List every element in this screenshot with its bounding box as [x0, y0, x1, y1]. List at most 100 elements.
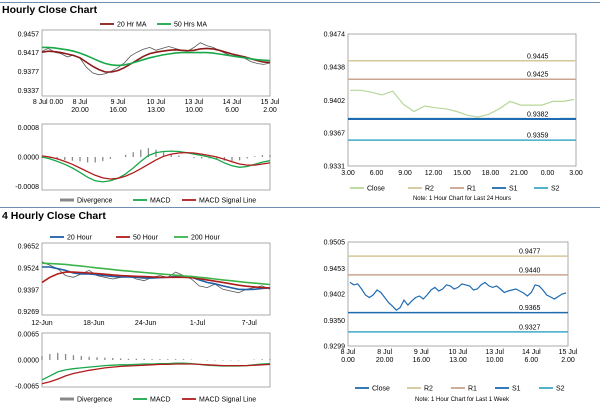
4h-levels-legend-s2-label: S2 [556, 386, 565, 393]
hourly-levels-level-bg-S2 [526, 130, 560, 140]
hourly-levels-ytick-4: 0.9331 [324, 164, 346, 171]
section-title-hourly: Hourly Close Chart [2, 4, 98, 16]
hourly-price-xtick2-2: 16.00 [109, 107, 127, 114]
4h-levels-level-label-S1: 0.9365 [519, 305, 541, 312]
hourly-price-legend-50hrs-label: 50 Hrs MA [174, 22, 207, 29]
4h-levels-xtick-5: 14 Jul [522, 349, 541, 356]
hourly-levels-xtick-7: 0.00 [541, 170, 555, 177]
hourly-levels-xtick-4: 15.00 [453, 170, 471, 177]
hourly-levels-level-label-S2: 0.9359 [527, 133, 549, 140]
hourly-levels-xtick-1: 6.00 [370, 170, 384, 177]
4h-levels-note: Note: 1 Hour Chart for Last 1 Week [415, 397, 510, 403]
4h-price-legend-20hour-label: 20 Hour [67, 235, 93, 242]
hourly-macd-series-0 [41, 150, 271, 183]
hourly-price-xtick-6: 15 Jul [261, 99, 280, 106]
4h-levels-frame [347, 241, 569, 347]
hourly-price-series-2 [42, 46, 271, 67]
hourly-price-series-0 [41, 42, 271, 76]
hourly-levels-frame [347, 33, 577, 167]
4h-levels-ytick-2: 0.9402 [324, 292, 346, 299]
4h-levels-xtick2-1: 20.00 [376, 357, 394, 364]
4h-levels-ytick-1: 0.9453 [324, 266, 346, 273]
4h-levels-xtick2-2: 16.00 [413, 357, 431, 364]
hourly-macd-ytick-1: 0.0000 [18, 155, 40, 162]
4h-levels-legend-s1-label: S1 [512, 386, 521, 393]
hourly-price-series-1 [41, 47, 271, 73]
4h-price-frame [41, 242, 271, 316]
hourly-price-ytick-2: 0.9377 [18, 69, 40, 76]
4h-price-legend-200hour-label: 200 Hour [191, 235, 220, 242]
hourly-levels-level-bg-R1 [526, 69, 560, 79]
hourly-levels-level-label-S1: 0.9382 [527, 111, 549, 118]
hourly-levels-ytick-2: 0.9402 [324, 98, 346, 105]
hourly-levels-level-label-R1: 0.9425 [527, 72, 549, 79]
hourly-macd-legend-divergence-label: Divergence [77, 198, 113, 205]
4h-price-series-2 [41, 271, 271, 289]
hourly-price-xtick2-1: 20.00 [71, 107, 89, 114]
hourly-levels-xtick-6: 21.00 [510, 170, 528, 177]
4h-price-series-1 [42, 266, 271, 291]
hourly-levels-xtick-2: 9.00 [398, 170, 412, 177]
hourly-price-xtick-5: 14 Jul [223, 99, 242, 106]
hourly-price-xtick2-3: 13.00 [147, 107, 165, 114]
hourly-price-ytick-0: 0.9457 [18, 31, 40, 38]
4h-price-xtick-2: 24-Jun [135, 320, 157, 327]
hourly-macd-legend-macd-label: MACD [150, 198, 171, 205]
4h-levels-level-label-R2: 0.9477 [519, 249, 541, 256]
4h-macd-series-1 [41, 363, 271, 385]
hourly-price-ytick-1: 0.9417 [18, 50, 40, 57]
4h-macd-legend-macd-label: MACD [150, 397, 171, 404]
hourly-levels-xtick-8: 3.00 [569, 170, 583, 177]
4h-price-ytick-2: 0.9397 [18, 287, 40, 294]
4h-macd-frame [41, 332, 271, 388]
4h-price-ytick-3: 0.9269 [18, 309, 40, 316]
4h-levels-ytick-3: 0.9350 [324, 318, 346, 325]
hourly-price-xtick-3: 10 Jul [147, 99, 166, 106]
4h-levels-xtick-3: 10 Jul [449, 349, 468, 356]
4h-levels-close-line [349, 281, 567, 311]
hourly-price-legend-20hr-label: 20 Hr MA [117, 22, 147, 29]
4h-price-xtick-4: 7-Jul [242, 320, 258, 327]
4h-levels-legend-close-label: Close [372, 386, 390, 393]
4h-price-xtick-0: 12-Jun [31, 320, 53, 327]
4h-macd-ytick-2: -0.0065 [15, 383, 39, 390]
hourly-levels-note: Note: 1 Hour Chart for Last 24 Hours [413, 196, 511, 202]
4h-levels-xtick2-6: 2.00 [561, 357, 575, 364]
hourly-macd-series-1 [41, 151, 271, 180]
4h-price-xtick-3: 1-Jul [190, 320, 206, 327]
4h-levels-ytick-4: 0.9299 [324, 344, 346, 351]
4h-macd-ytick-0: 0.0065 [18, 332, 40, 339]
4h-price-xtick-1: 18-Jun [83, 320, 105, 327]
4h-levels-xtick2-3: 13.00 [449, 357, 467, 364]
4h-levels-level-bg-S2 [518, 321, 552, 331]
hourly-levels-legend-s2-label: S2 [551, 186, 560, 193]
4h-levels-legend-r2-label: R2 [424, 386, 433, 393]
4h-levels-xtick-0: 8 Jul [341, 349, 356, 356]
hourly-macd-legend-signal-label: MACD Signal Line [199, 198, 256, 205]
4h-levels-level-bg-R2 [518, 246, 552, 256]
mid-rule [0, 207, 600, 208]
4h-levels-xtick-1: 8 Jul [377, 349, 392, 356]
hourly-price-xtick-1: 8 Jul [73, 99, 88, 106]
4h-price-ytick-1: 0.9524 [18, 266, 40, 273]
hourly-price-xtick2-6: 2.00 [263, 107, 277, 114]
hourly-levels-legend-s1-label: S1 [509, 186, 518, 193]
hourly-price-xtick2-5: 6.00 [225, 107, 239, 114]
hourly-levels-level-bg-R2 [526, 50, 560, 60]
4h-price-ytick-0: 0.9652 [18, 244, 40, 251]
hourly-levels-level-bg-S1 [526, 108, 560, 118]
4h-macd-ytick-1: 0.0000 [18, 358, 40, 365]
4h-price-legend-50hour-label: 50 Hour [133, 235, 159, 242]
4h-levels-xtick-6: 15 Jul [559, 349, 578, 356]
hourly-price-xtick2-4: 10.00 [185, 107, 203, 114]
4h-levels-legend-r1-label: R1 [468, 386, 477, 393]
hourly-macd-ytick-2: -0.0008 [15, 184, 39, 191]
hourly-levels-ytick-1: 0.9438 [324, 65, 346, 72]
4h-levels-level-label-S2: 0.9327 [519, 324, 541, 331]
top-rule [0, 2, 600, 3]
hourly-levels-xtick-3: 12.00 [425, 170, 443, 177]
hourly-levels-legend-r2-label: R2 [425, 186, 434, 193]
section-title-4hourly: 4 Hourly Close Chart [2, 210, 106, 222]
hourly-levels-close-line [350, 89, 575, 118]
